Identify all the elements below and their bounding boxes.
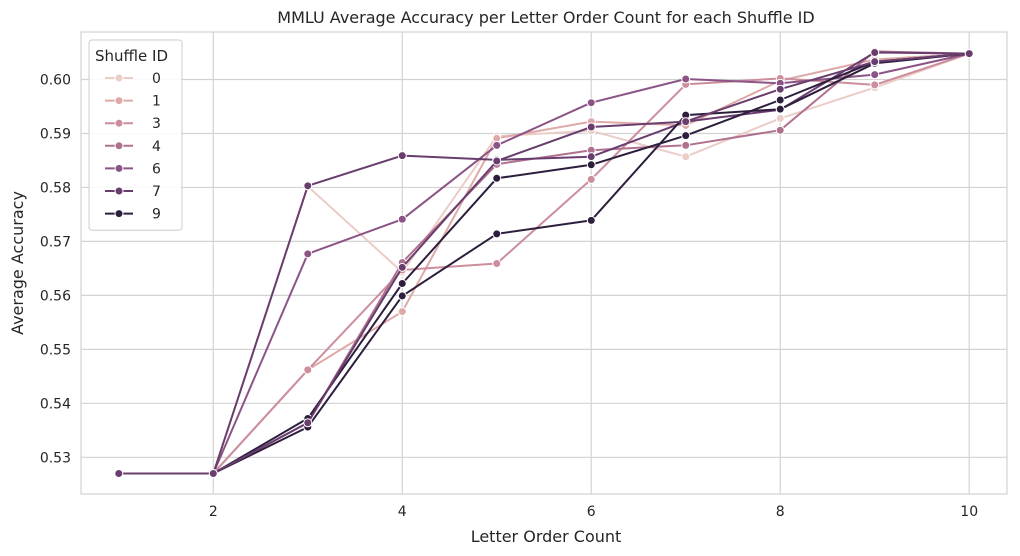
data-series (114, 46, 974, 478)
series-line (118, 52, 970, 475)
legend-item: 1 (105, 94, 161, 110)
legend-item: 6 (105, 161, 161, 177)
legend-item: 3 (105, 116, 161, 132)
x-tick-label: 6 (587, 504, 596, 520)
data-point (492, 259, 502, 269)
data-point (870, 80, 880, 90)
data-point (397, 214, 407, 224)
data-point (208, 468, 218, 478)
legend-label: 3 (152, 116, 161, 132)
legend-label: 9 (152, 207, 161, 223)
legend-swatch-marker (114, 163, 124, 173)
data-point (397, 279, 407, 289)
data-point (964, 49, 974, 59)
legend-swatch-marker (114, 96, 124, 106)
legend-label: 7 (152, 184, 161, 200)
y-tick-label: 0.54 (40, 396, 71, 412)
series-line (118, 52, 970, 475)
series-line (118, 52, 970, 475)
legend-item: 7 (105, 184, 161, 200)
data-point (303, 181, 313, 191)
x-tick-label: 4 (398, 504, 407, 520)
data-point (775, 113, 785, 123)
data-point (492, 140, 502, 150)
chart-title: MMLU Average Accuracy per Letter Order C… (277, 8, 814, 27)
y-tick-label: 0.56 (40, 288, 71, 304)
data-point (870, 48, 880, 58)
legend-title: Shuffle ID (95, 47, 168, 65)
legend-swatch-marker (114, 118, 124, 128)
axis-ticks: 2 4 6 8 100.530.540.550.560.570.580.590.60 (40, 72, 978, 520)
series-unlabeled-8 (114, 49, 974, 478)
x-tick-label: 2 (209, 504, 218, 520)
data-point (870, 57, 880, 67)
data-point (681, 131, 691, 141)
legend: Shuffle ID 0 1 3 4 6 7 9 (88, 39, 183, 231)
data-point (870, 70, 880, 80)
data-point (492, 173, 502, 183)
data-point (775, 95, 785, 105)
legend-box (88, 39, 183, 231)
x-tick-label: 8 (776, 504, 785, 520)
legend-label: 1 (152, 94, 161, 110)
legend-swatch-marker (114, 73, 124, 83)
y-axis-title: Average Accuracy (8, 191, 27, 335)
data-point (303, 365, 313, 375)
data-point (586, 98, 596, 108)
plot-area (81, 32, 1007, 494)
y-tick-label: 0.58 (40, 180, 71, 196)
data-point (303, 249, 313, 259)
data-point (397, 262, 407, 272)
legend-item: 9 (105, 207, 161, 223)
data-point (681, 117, 691, 127)
data-point (397, 291, 407, 301)
legend-item: 4 (105, 139, 161, 155)
x-tick-label: 10 (960, 504, 978, 520)
plot-frame (80, 31, 1008, 495)
grid-lines (81, 32, 1007, 494)
data-point (303, 418, 313, 428)
data-point (397, 151, 407, 161)
legend-label: 0 (152, 71, 161, 87)
data-point (681, 152, 691, 162)
data-point (775, 125, 785, 135)
y-tick-label: 0.53 (40, 450, 71, 466)
data-point (586, 152, 596, 162)
y-tick-label: 0.57 (40, 234, 71, 250)
y-tick-label: 0.55 (40, 342, 71, 358)
legend-swatch-marker (114, 141, 124, 151)
legend-item: 0 (105, 71, 161, 87)
legend-swatch-marker (114, 209, 124, 219)
data-point (114, 468, 124, 478)
legend-label: 4 (152, 139, 161, 155)
data-point (681, 74, 691, 84)
legend-swatch-marker (114, 186, 124, 196)
data-point (586, 122, 596, 132)
data-point (397, 307, 407, 317)
legend-label: 6 (152, 161, 161, 177)
data-point (492, 156, 502, 166)
data-point (492, 229, 502, 239)
data-point (586, 174, 596, 184)
data-point (775, 84, 785, 94)
y-tick-label: 0.59 (40, 126, 71, 142)
data-point (586, 215, 596, 225)
series-line (118, 52, 970, 475)
data-point (681, 140, 691, 150)
y-tick-label: 0.60 (40, 72, 71, 88)
data-point (586, 160, 596, 170)
data-point (775, 104, 785, 114)
x-axis-title: Letter Order Count (471, 527, 622, 546)
